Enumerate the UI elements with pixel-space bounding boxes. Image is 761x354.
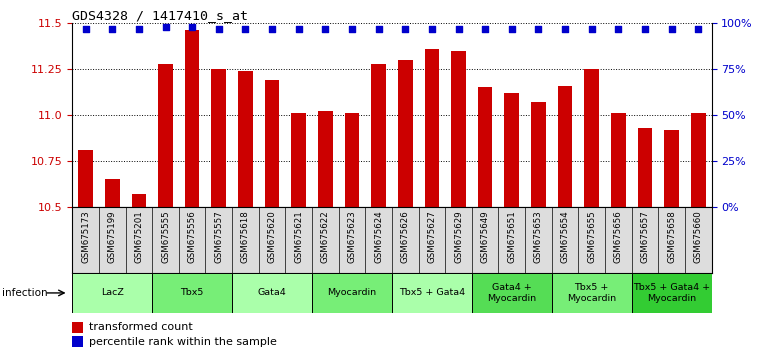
Text: GSM675658: GSM675658 <box>667 210 676 263</box>
Text: Tbx5 + Gata4 +
Myocardin: Tbx5 + Gata4 + Myocardin <box>633 283 710 303</box>
Point <box>400 26 412 32</box>
Point <box>213 26 225 32</box>
Text: GSM675660: GSM675660 <box>694 210 702 263</box>
Text: GSM675629: GSM675629 <box>454 210 463 263</box>
Text: GSM675627: GSM675627 <box>428 210 436 263</box>
Point <box>80 26 92 32</box>
Bar <box>371 63 386 207</box>
Point <box>186 24 199 29</box>
Bar <box>398 60 412 207</box>
Text: infection: infection <box>2 288 47 298</box>
Point <box>453 26 465 32</box>
Bar <box>552 273 632 313</box>
Point <box>559 26 571 32</box>
Text: GSM675621: GSM675621 <box>295 210 303 263</box>
Text: GSM675201: GSM675201 <box>135 210 143 263</box>
Bar <box>318 112 333 207</box>
Point <box>612 26 624 32</box>
Text: GSM675656: GSM675656 <box>614 210 622 263</box>
Text: GSM675556: GSM675556 <box>188 210 196 263</box>
Text: GSM675657: GSM675657 <box>641 210 649 263</box>
Bar <box>72 336 83 347</box>
Point <box>586 26 598 32</box>
Text: GSM675655: GSM675655 <box>587 210 596 263</box>
Text: LacZ: LacZ <box>100 289 124 297</box>
Text: GSM675654: GSM675654 <box>561 210 569 263</box>
Bar <box>232 273 312 313</box>
Text: Gata4: Gata4 <box>258 289 286 297</box>
Point <box>266 26 279 32</box>
Text: GSM675651: GSM675651 <box>508 210 516 263</box>
Point <box>426 26 438 32</box>
Text: Myocardin: Myocardin <box>327 289 377 297</box>
Bar <box>392 273 472 313</box>
Text: GSM675649: GSM675649 <box>481 210 489 263</box>
Text: GSM675555: GSM675555 <box>161 210 170 263</box>
Bar <box>105 179 119 207</box>
Text: Tbx5 +
Myocardin: Tbx5 + Myocardin <box>567 283 616 303</box>
Text: percentile rank within the sample: percentile rank within the sample <box>90 337 277 347</box>
Bar <box>185 30 199 207</box>
Point <box>693 26 705 32</box>
Text: GSM675618: GSM675618 <box>241 210 250 263</box>
Point <box>666 26 678 32</box>
Bar <box>584 69 599 207</box>
Text: GDS4328 / 1417410_s_at: GDS4328 / 1417410_s_at <box>72 9 248 22</box>
Text: GSM675173: GSM675173 <box>81 210 90 263</box>
Bar <box>345 113 359 207</box>
Text: GSM675620: GSM675620 <box>268 210 276 263</box>
Point <box>293 26 305 32</box>
Bar <box>238 71 253 207</box>
Text: transformed count: transformed count <box>90 322 193 332</box>
Text: Tbx5 + Gata4: Tbx5 + Gata4 <box>399 289 465 297</box>
Bar <box>132 194 146 207</box>
Bar <box>312 273 392 313</box>
Text: GSM675557: GSM675557 <box>215 210 223 263</box>
Bar <box>558 86 572 207</box>
Point <box>533 26 545 32</box>
Bar <box>632 273 712 313</box>
Text: GSM675199: GSM675199 <box>108 210 116 263</box>
Bar <box>152 273 232 313</box>
Bar <box>291 113 306 207</box>
Bar <box>78 150 93 207</box>
Point <box>107 26 119 32</box>
Bar <box>531 102 546 207</box>
Point <box>160 24 172 29</box>
Text: GSM675623: GSM675623 <box>348 210 356 263</box>
Text: GSM675653: GSM675653 <box>534 210 543 263</box>
Text: Gata4 +
Myocardin: Gata4 + Myocardin <box>487 283 537 303</box>
Bar <box>72 273 152 313</box>
Point <box>506 26 518 32</box>
Point <box>479 26 492 32</box>
Bar <box>505 93 519 207</box>
Bar <box>212 69 226 207</box>
Bar <box>72 322 83 333</box>
Bar <box>451 51 466 207</box>
Point <box>320 26 332 32</box>
Text: GSM675622: GSM675622 <box>321 210 330 263</box>
Bar <box>158 63 173 207</box>
Point <box>346 26 358 32</box>
Point <box>240 26 252 32</box>
Bar <box>425 49 439 207</box>
Text: GSM675624: GSM675624 <box>374 210 383 263</box>
Point <box>373 26 385 32</box>
Bar <box>664 130 679 207</box>
Text: Tbx5: Tbx5 <box>180 289 204 297</box>
Bar <box>638 128 652 207</box>
Bar <box>265 80 279 207</box>
Bar <box>611 113 626 207</box>
Point <box>133 26 145 32</box>
Bar <box>478 87 492 207</box>
Bar <box>472 273 552 313</box>
Point <box>639 26 651 32</box>
Text: GSM675626: GSM675626 <box>401 210 409 263</box>
Bar <box>691 113 705 207</box>
